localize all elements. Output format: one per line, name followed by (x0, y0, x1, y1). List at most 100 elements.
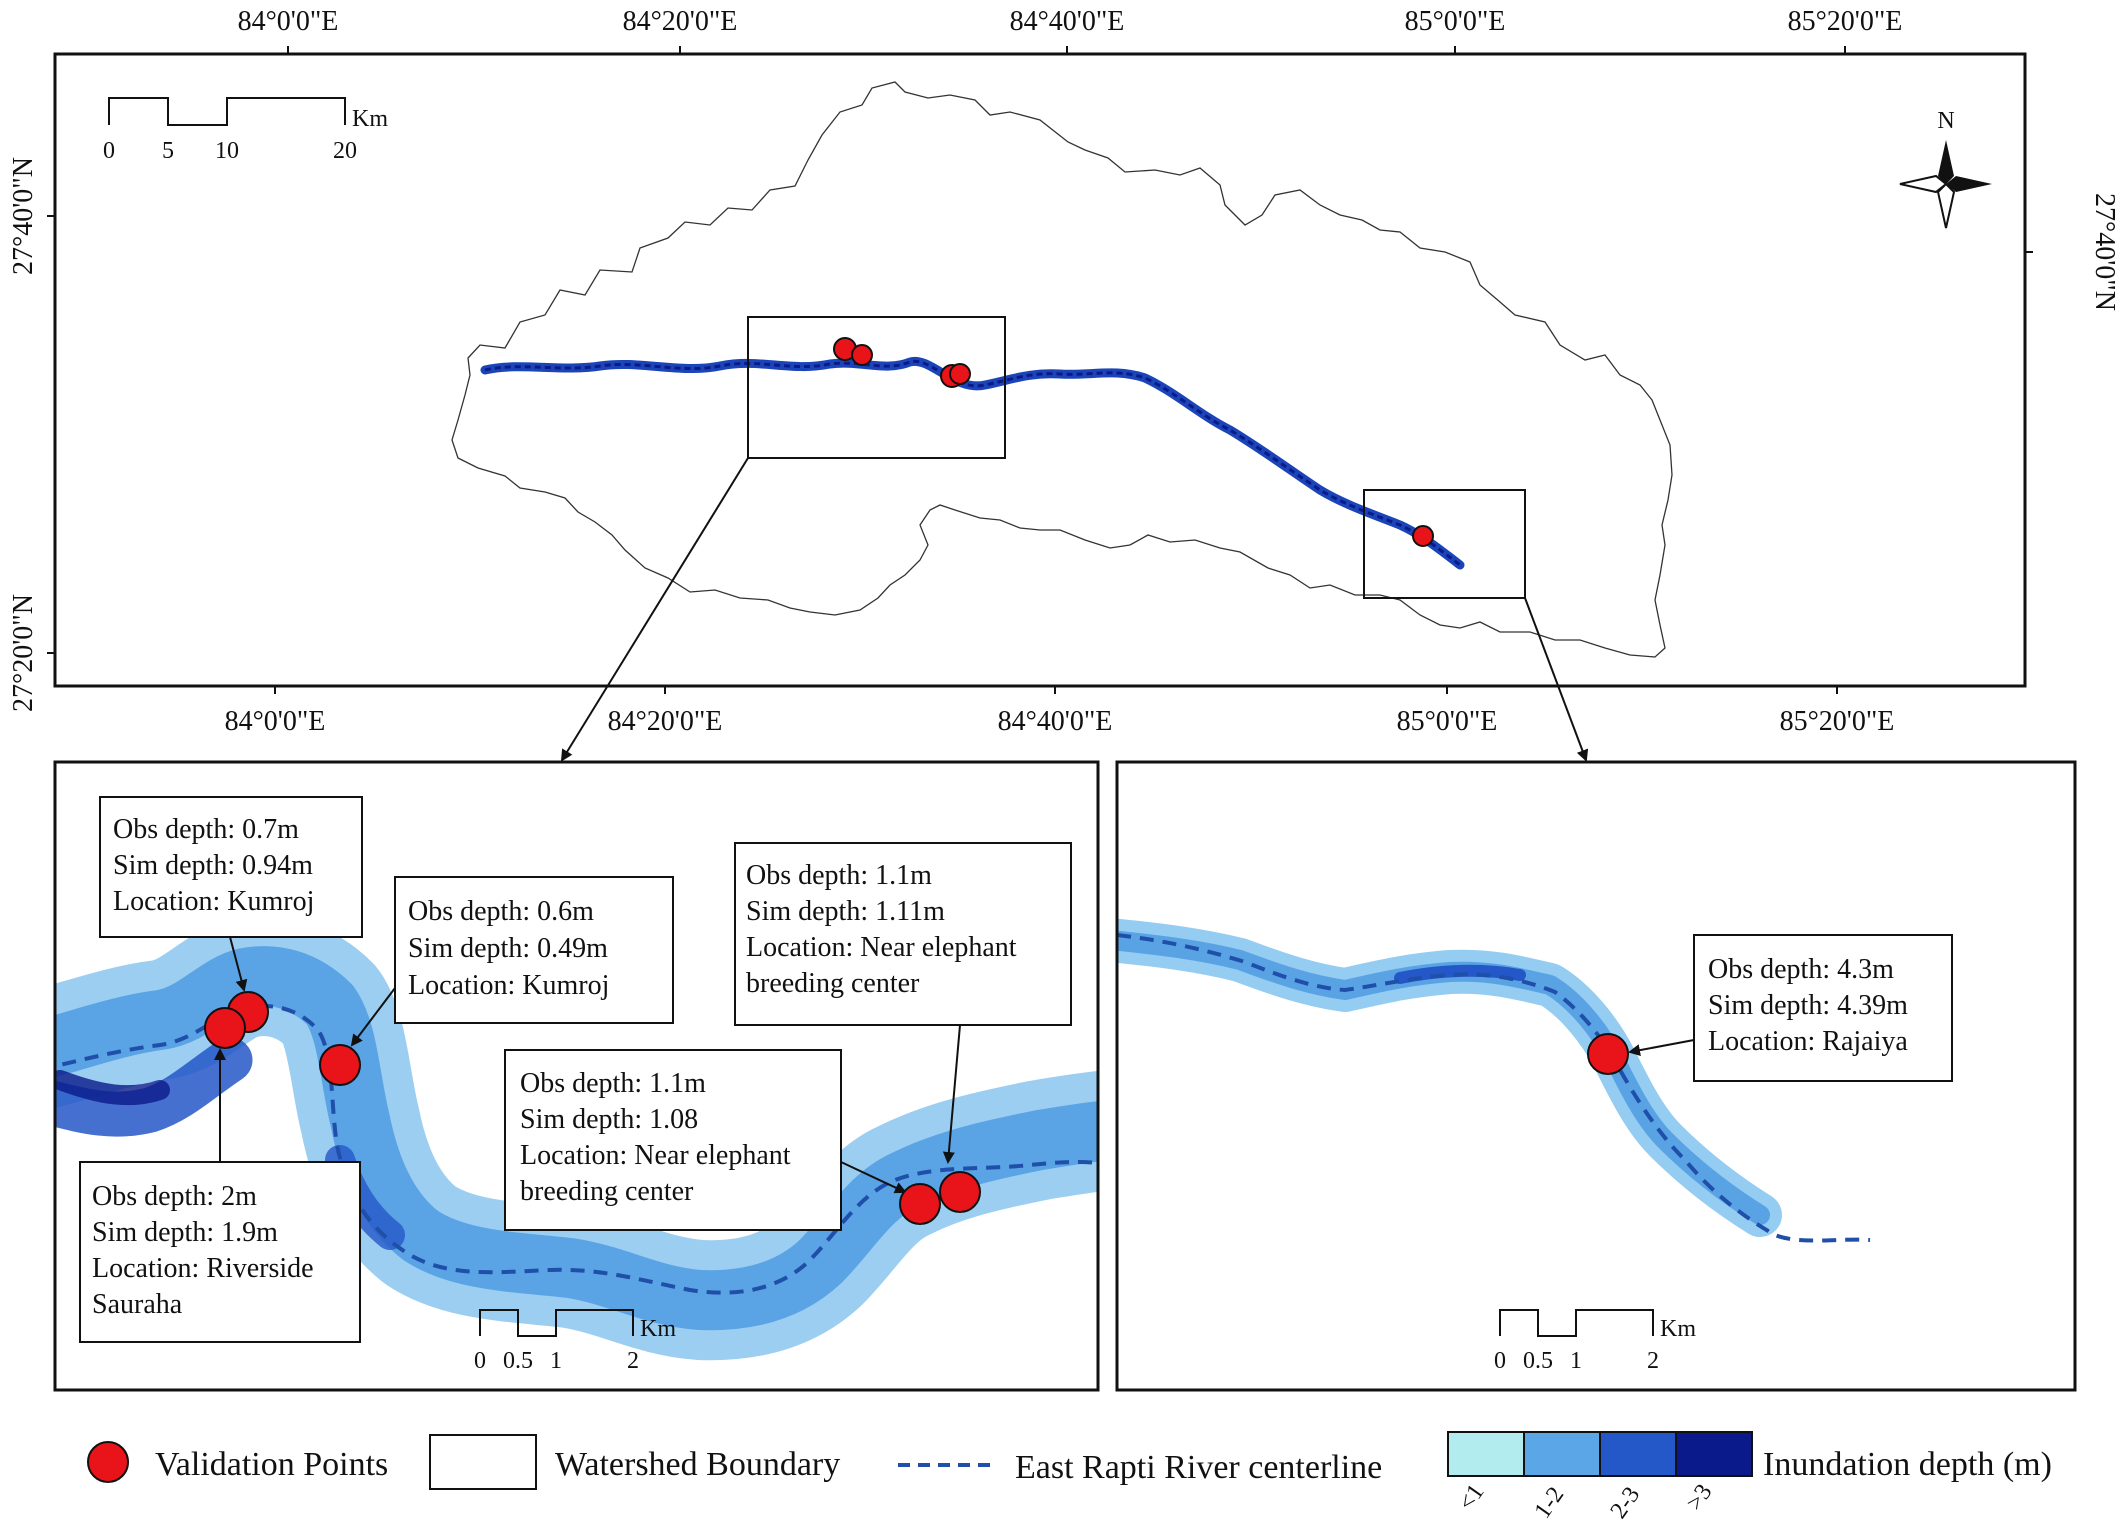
leader-lines (214, 936, 961, 1194)
callout-line: Location: Rajaiya (1708, 1026, 1908, 1057)
extent-box-left (747, 316, 1006, 459)
leader-line (1628, 1039, 1695, 1057)
right-lat-label: 27°40'0"N (2089, 193, 2120, 311)
legend-watershed-icon (429, 1434, 537, 1490)
legend-validation-point-icon (87, 1441, 129, 1483)
left-inset-scale-bar: 0 0.5 1 2 Km (474, 1309, 676, 1374)
connector-arrow-left (560, 457, 749, 762)
callout-line: Location: Riverside (92, 1253, 314, 1284)
validation-point-marker (1587, 1033, 1629, 1075)
legend-validation-points: Validation Points (155, 1446, 388, 1483)
top-lon-label: 84°20'0"E (623, 6, 738, 37)
callout-line: Sim depth: 1.9m (92, 1217, 278, 1248)
left-lat-label: 27°40'0"N (8, 157, 39, 275)
bottom-lon-label: 85°0'0"E (1397, 706, 1498, 737)
depth-class-swatch (1447, 1431, 1525, 1477)
callout-line: Obs depth: 4.3m (1708, 954, 1894, 985)
scale-tick: 10 (215, 138, 239, 164)
top-lon-label: 85°0'0"E (1405, 6, 1506, 37)
scale-tick: 5 (162, 138, 174, 164)
callout-line: Location: Near elephant (520, 1140, 791, 1171)
callout-elephant-a: Obs depth: 1.1m Sim depth: 1.11m Locatio… (734, 842, 1072, 1026)
validation-point-marker (204, 1007, 246, 1049)
legend-river-centerline: East Rapti River centerline (1015, 1449, 1382, 1486)
callout-line: Location: Kumroj (113, 886, 314, 917)
depth-class-label: 1-2 (1530, 1482, 1570, 1523)
scale-tick: 0 (103, 138, 115, 164)
callout-line: Obs depth: 0.7m (113, 814, 299, 845)
scale-tick: 0.5 (1523, 1348, 1553, 1374)
callout-line: Obs depth: 2m (92, 1181, 257, 1212)
scale-unit: Km (640, 1316, 676, 1342)
legend-depth-ramp: <1 1-2 2-3 >3 (1447, 1431, 1753, 1523)
right-inset-scale-bar: 0 0.5 1 2 Km (1494, 1309, 1696, 1374)
callout-line: Sauraha (92, 1289, 183, 1320)
validation-point-marker (1412, 525, 1434, 547)
overview-scale-bar: 0 5 10 20 Km (103, 97, 388, 164)
bottom-lon-label: 84°20'0"E (608, 706, 723, 737)
depth-class-swatch (1599, 1431, 1677, 1477)
scale-tick: 1 (550, 1348, 562, 1374)
overview-inundation (480, 356, 1465, 570)
top-lon-label: 84°0'0"E (238, 6, 339, 37)
north-arrow-label: N (1937, 108, 1954, 134)
extent-box-right (1363, 489, 1526, 599)
right-inundation-area (1117, 918, 1871, 1243)
overview-ticks (47, 46, 2033, 694)
connector-arrow-right (1524, 597, 1589, 762)
callout-line: Sim depth: 4.39m (1708, 990, 1908, 1021)
north-arrow-icon: N (1899, 108, 1992, 229)
depth-class-label: 2-3 (1606, 1482, 1646, 1523)
callout-line: Location: Near elephant (746, 932, 1017, 963)
callout-line: Location: Kumroj (408, 970, 609, 1001)
inset-left-frame (53, 760, 1100, 1392)
bottom-lon-label: 84°0'0"E (225, 706, 326, 737)
scale-unit: Km (352, 106, 388, 132)
depth-class-label: >3 (1682, 1480, 1718, 1516)
bottom-lon-label: 84°40'0"E (998, 706, 1113, 737)
left-lat-label: 27°20'0"N (8, 594, 39, 712)
overview-map: 84°0'0"E 84°20'0"E 84°40'0"E 85°0'0"E 85… (8, 6, 2120, 737)
legend-watershed-boundary: Watershed Boundary (555, 1446, 840, 1483)
callout-rajaiya: Obs depth: 4.3m Sim depth: 4.39m Locatio… (1693, 934, 1953, 1082)
callout-line: Sim depth: 0.49m (408, 933, 608, 964)
callout-line: breeding center (746, 968, 920, 999)
callout-kumroj-b: Obs depth: 0.6m Sim depth: 0.49m Locatio… (394, 876, 674, 1024)
callout-line: Sim depth: 1.08 (520, 1104, 698, 1135)
scale-tick: 0 (474, 1348, 486, 1374)
validation-point-marker (939, 1171, 981, 1213)
validation-point-marker (319, 1044, 361, 1086)
top-lon-label: 84°40'0"E (1010, 6, 1125, 37)
callout-line: Sim depth: 1.11m (746, 896, 945, 927)
validation-point-marker (851, 344, 873, 366)
top-lon-label: 85°20'0"E (1788, 6, 1903, 37)
scale-unit: Km (1660, 1316, 1696, 1342)
callout-line: Sim depth: 0.94m (113, 850, 313, 881)
validation-point-marker (899, 1183, 941, 1225)
callout-kumroj-a: Obs depth: 0.7m Sim depth: 0.94m Locatio… (99, 796, 363, 938)
callout-sauraha: Obs depth: 2m Sim depth: 1.9m Location: … (79, 1161, 361, 1343)
scale-tick: 20 (333, 138, 357, 164)
inset-map-left: Obs depth: 0.7m Sim depth: 0.94m Locatio… (53, 760, 1100, 1392)
depth-class-swatch (1675, 1431, 1753, 1477)
legend-inundation-title: Inundation depth (m) (1763, 1446, 2052, 1483)
legend: Validation Points Watershed Boundary Eas… (87, 1431, 2052, 1523)
scale-tick: 0 (1494, 1348, 1506, 1374)
right-river-centerline (1117, 933, 1871, 1243)
inset-right-frame (1115, 760, 2077, 1392)
callout-line: Obs depth: 0.6m (408, 896, 594, 927)
callout-line: breeding center (520, 1176, 694, 1207)
scale-tick: 0.5 (503, 1348, 533, 1374)
depth-class-swatch (1523, 1431, 1601, 1477)
validation-point-marker (949, 363, 971, 385)
inset-map-right: Obs depth: 4.3m Sim depth: 4.39m Locatio… (1115, 760, 2077, 1392)
bottom-lon-label: 85°20'0"E (1780, 706, 1895, 737)
overview-validation-points (833, 337, 1434, 547)
callout-line: Obs depth: 1.1m (746, 860, 932, 891)
depth-class-label: <1 (1454, 1480, 1490, 1516)
callout-line: Obs depth: 1.1m (520, 1068, 706, 1099)
scale-tick: 2 (1647, 1348, 1659, 1374)
scale-tick: 1 (1570, 1348, 1582, 1374)
scale-tick: 2 (627, 1348, 639, 1374)
